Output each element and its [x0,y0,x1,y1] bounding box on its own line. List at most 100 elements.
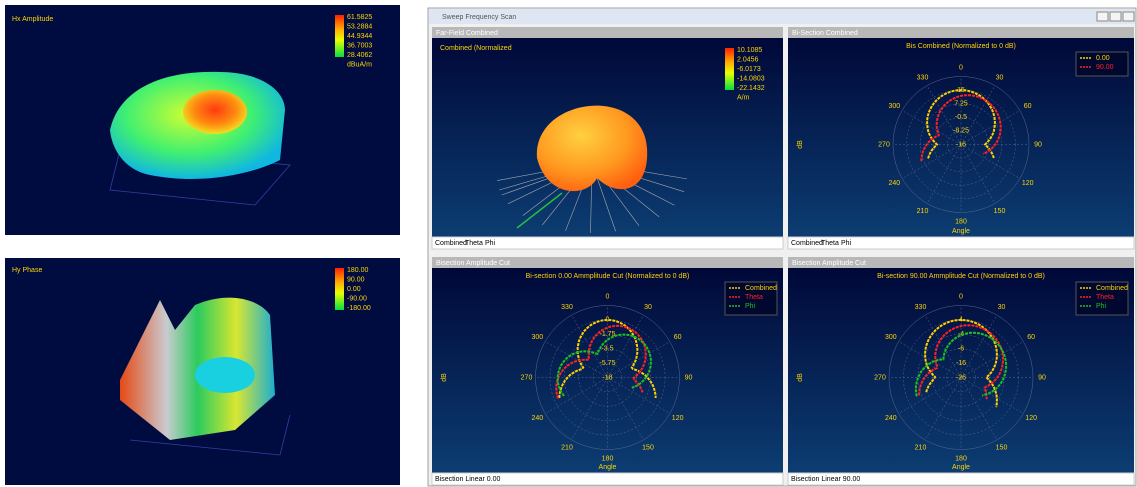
polar-spoke [926,85,962,145]
legend-label: Combined [1096,285,1128,292]
angle-label: 90 [1034,141,1042,148]
radial-label: -8.25 [953,128,969,135]
colorbar-label: -180.00 [347,305,371,312]
base-grid [129,414,291,456]
axis-arrow [516,192,563,229]
radial-label: 7.25 [954,101,968,108]
pane-header [432,27,783,38]
colorbar-label: -6.0173 [737,66,761,73]
angle-label: 30 [998,304,1006,311]
tab[interactable]: Theta [465,240,483,247]
angle-label: 60 [674,334,682,341]
pattern-trace [918,324,1004,400]
angle-label: 300 [885,334,897,341]
polar-spoke [898,377,962,414]
polar-spoke [571,377,608,440]
surface-pit [195,357,255,393]
polar-ring [906,89,1016,200]
surface-peak [183,90,247,134]
legend-label: Phi [1096,303,1107,310]
polar-ring [917,334,1005,421]
angle-label: 270 [878,141,890,148]
polar-spoke [960,85,996,145]
colorbar [335,268,344,310]
angle-label: 210 [561,444,573,451]
panel-title: Hy Phase [12,267,42,274]
tab[interactable]: Phi [841,240,852,247]
pane-header-title: Bi-Section Combined [792,30,858,37]
angle-label: 90 [1038,374,1046,381]
angle-label: 30 [644,304,652,311]
radial-label: -6 [958,346,964,353]
pane-header-title: Bisection Amplitude Cut [792,260,866,267]
radial-label: -5.75 [600,360,616,367]
legend-label: Theta [1096,294,1114,301]
polar-spoke [607,377,644,440]
angle-label: 150 [642,444,654,451]
x-axis-label: Angle [599,464,617,471]
maximize-button[interactable] [1109,11,1122,22]
tab[interactable]: Phi [485,240,496,247]
colorbar-label: 0.00 [347,286,361,293]
angle-label: 60 [1024,103,1032,110]
colorbar [335,15,344,57]
pattern-trace [924,318,998,408]
polar-spoke [924,377,962,440]
polar-ring [592,362,623,393]
minimize-button[interactable] [1096,11,1109,22]
polar-spoke [960,377,1024,414]
tab[interactable]: Combined [435,240,467,247]
y-axis-label: dB [441,373,448,382]
polar-spoke [545,377,608,414]
colorbar-label: 53.2884 [347,23,372,30]
polar-spoke [960,144,1021,179]
angle-label: 210 [917,208,929,215]
radial-label: -18 [602,374,612,381]
polar-spoke [960,144,996,204]
angle-label: 300 [532,334,544,341]
angle-label: 120 [672,415,684,422]
angle-label: 240 [532,415,544,422]
angle-label: 330 [561,304,573,311]
bottom-strip [787,236,1135,250]
angle-label: 0 [959,64,963,71]
polar-ring [946,362,976,393]
angle-label: 60 [1027,334,1035,341]
colorbar [725,48,734,90]
polar-spoke [960,315,998,378]
angle-label: 240 [885,415,897,422]
angle-label: 120 [1022,180,1034,187]
legend-label: Phi [745,303,756,310]
bottom-strip [787,472,1135,486]
colorbar-label: 36.7003 [347,42,372,49]
plot-title: Bis Combined (Normalized to 0 dB) [906,43,1016,50]
pattern-trace [920,94,1002,162]
polar-spoke [607,377,670,414]
polar-ring [564,334,651,421]
colorbar-label: 180.00 [347,267,369,274]
polar-spoke [926,144,962,204]
colorbar-label: 10.1085 [737,47,762,54]
pane-header [432,257,783,268]
angle-label: 270 [521,374,533,381]
status-text: Bisection Linear 0.00 [435,476,500,483]
plot-title: Bi-section 90.00 Ammplitude Cut (Normali… [877,273,1045,280]
angle-label: 300 [888,103,900,110]
bottom-strip [431,236,784,250]
pane-header-title: Bisection Amplitude Cut [436,260,510,267]
colorbar-label: -14.0803 [737,75,765,82]
angle-label: 0 [959,293,963,300]
polar-spoke [545,341,608,378]
angle-label: 150 [994,208,1006,215]
polar-spoke [607,315,644,378]
radial-label: -16 [956,360,966,367]
close-button[interactable] [1122,11,1135,22]
x-axis-label: Angle [952,228,970,235]
tab[interactable]: Combined [791,240,823,247]
colorbar-unit: dBuA/m [347,61,372,68]
angle-label: 90 [685,374,693,381]
bottom-strip [431,472,784,486]
tab[interactable]: Theta [821,240,839,247]
polar-spoke [901,144,962,179]
